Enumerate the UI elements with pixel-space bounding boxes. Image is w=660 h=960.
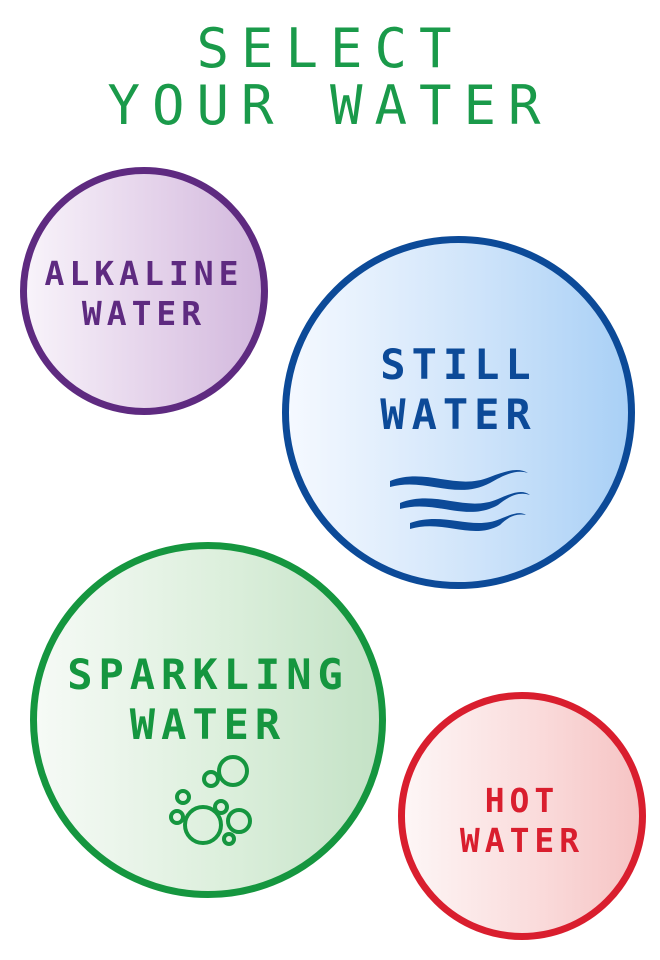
sparkling-water-button[interactable]: SPARKLING WATER <box>30 542 386 898</box>
alkaline-label-line2: WATER <box>81 294 207 333</box>
still-label-line2: WATER <box>380 390 537 439</box>
bubbles-icon <box>169 755 252 846</box>
still-label-line1: STILL <box>380 340 537 389</box>
sparkling-label-line2: WATER <box>129 700 287 749</box>
hot-water-button[interactable]: HOT WATER <box>398 692 646 940</box>
still-water-button[interactable]: STILL WATER <box>282 236 635 589</box>
hot-label-line2: WATER <box>459 821 585 860</box>
alkaline-water-button[interactable]: ALKALINE WATER <box>20 167 268 415</box>
hot-label-line1: HOT <box>484 781 560 820</box>
sparkling-label-line1: SPARKLING <box>67 650 349 699</box>
alkaline-label-line1: ALKALINE <box>44 254 244 293</box>
page-title-line2: YOUR WATER <box>107 74 553 137</box>
waves-icon <box>390 470 530 532</box>
page-title-line1: SELECT <box>196 17 464 80</box>
